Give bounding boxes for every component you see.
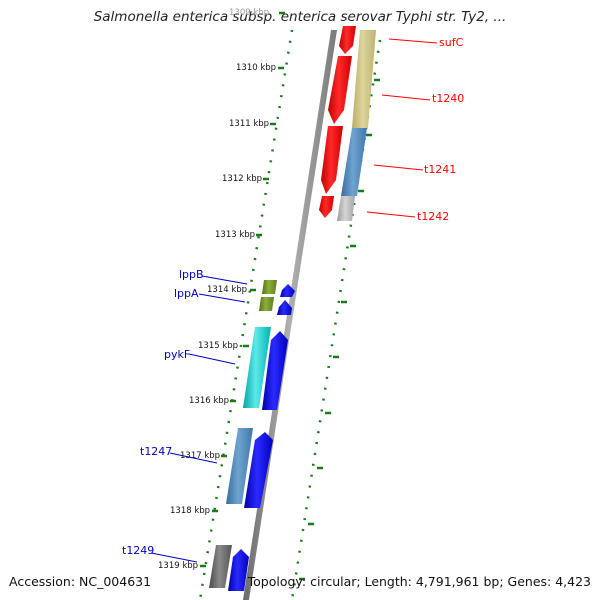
outer-category-features [337, 30, 376, 221]
gene-category-dark-grey[interactable] [209, 545, 232, 588]
gene-feature-blue[interactable] [228, 549, 249, 591]
scale-label: 1315 kbp [198, 341, 238, 351]
scale-label: 1310 kbp [236, 63, 276, 73]
scale-labels: 1309 kbp 1310 kbp 1311 kbp 1312 kbp 1313… [158, 8, 276, 571]
gene-feature-red[interactable] [339, 26, 356, 54]
gene-feature-blue[interactable] [277, 300, 292, 315]
accession-info: Accession: NC_004631 [9, 574, 152, 589]
gene-category-olive[interactable] [259, 297, 274, 311]
scale-label: 1312 kbp [222, 174, 262, 184]
gene-category-steelblue[interactable] [341, 128, 367, 196]
gene-label-leader [388, 38, 438, 44]
gene-label-leader [150, 552, 198, 563]
gene-label-lppb[interactable]: lppB [179, 268, 204, 281]
gene-label-t1247[interactable]: t1247 [140, 445, 172, 458]
gene-category-grey[interactable] [337, 196, 355, 221]
topology-info: Topology: circular; Length: 4,791,961 bp… [247, 574, 591, 589]
gene-label-lppa[interactable]: lppA [174, 287, 199, 300]
scale-label: 1317 kbp [180, 451, 220, 461]
outer-gene-labels: sufC t1240 t1241 t1242 [366, 36, 464, 223]
map-title: Salmonella enterica subsp. enterica sero… [93, 9, 507, 25]
gene-label-t1241[interactable]: t1241 [424, 163, 456, 176]
gene-feature-blue[interactable] [280, 284, 295, 297]
gene-label-leader [366, 211, 416, 218]
gene-category-olive[interactable] [262, 280, 277, 294]
inner-gene-labels: lppB lppA pykF t1247 t1249 [122, 268, 248, 563]
scale-label: 1314 kbp [207, 285, 247, 295]
gene-label-leader [169, 452, 218, 464]
gene-feature-red[interactable] [319, 196, 334, 218]
scale-label: 1316 kbp [189, 396, 229, 406]
gene-label-t1240[interactable]: t1240 [432, 92, 464, 105]
gene-feature-red[interactable] [328, 56, 352, 124]
gene-feature-blue[interactable] [244, 432, 273, 508]
scale-label: 1309 kbp [229, 8, 269, 18]
scale-ticks-left [200, 11, 285, 568]
gene-label-leader [198, 293, 246, 303]
gene-label-leader [188, 353, 236, 365]
gene-feature-red[interactable] [321, 126, 343, 194]
gene-category-cyan[interactable] [243, 327, 271, 408]
gene-label-leader [201, 275, 248, 285]
scale-label: 1318 kbp [170, 506, 210, 516]
gene-label-leader [373, 164, 424, 171]
scale-label: 1319 kbp [158, 561, 198, 571]
gene-category-steelblue[interactable] [226, 428, 253, 504]
scale-label: 1313 kbp [215, 230, 255, 240]
forward-strand-features [319, 26, 356, 218]
gene-label-t1249[interactable]: t1249 [122, 544, 154, 557]
gene-label-t1242[interactable]: t1242 [417, 210, 449, 223]
gene-feature-blue[interactable] [262, 331, 288, 410]
reverse-strand-features [228, 284, 295, 591]
gene-label-sufc[interactable]: sufC [439, 36, 464, 49]
gene-label-leader [381, 94, 431, 101]
inner-category-features [209, 280, 277, 588]
scale-ticks-right [299, 78, 380, 581]
gene-label-pykf[interactable]: pykF [164, 348, 190, 361]
scale-label: 1311 kbp [229, 119, 269, 129]
gene-category-khaki[interactable] [352, 30, 376, 128]
